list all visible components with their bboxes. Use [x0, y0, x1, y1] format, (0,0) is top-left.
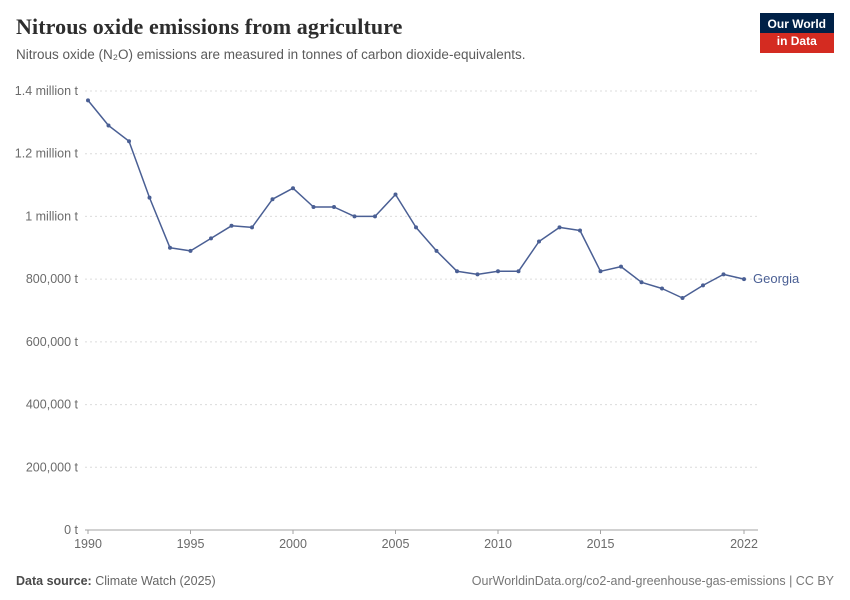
- y-tick-label: 1.4 million t: [15, 84, 79, 98]
- x-tick-label: 2015: [587, 537, 615, 550]
- data-point[interactable]: [373, 214, 377, 219]
- data-point[interactable]: [414, 225, 418, 230]
- owid-logo-line1: Our World: [759, 13, 834, 33]
- data-point[interactable]: [270, 197, 275, 202]
- data-point[interactable]: [168, 245, 172, 250]
- data-point[interactable]: [250, 225, 254, 230]
- y-tick-label: 600,000 t: [26, 335, 79, 349]
- chart-area: 0 t 200,000 t 400,000 t 600,000 t 800,000 t 1…: [0, 70, 850, 551]
- series-label[interactable]: Georgia: [753, 271, 800, 286]
- data-point[interactable]: [742, 277, 746, 282]
- data-point[interactable]: [188, 248, 193, 253]
- data-point[interactable]: [127, 139, 131, 144]
- data-point[interactable]: [291, 186, 295, 191]
- data-point[interactable]: [229, 223, 234, 228]
- owid-logo: Our World in Data: [759, 13, 834, 53]
- data-point[interactable]: [721, 272, 726, 277]
- data-source-value[interactable]: Climate Watch (2025): [95, 574, 216, 588]
- data-point[interactable]: [106, 123, 111, 128]
- data-point[interactable]: [352, 214, 357, 219]
- data-point[interactable]: [311, 205, 316, 209]
- data-point[interactable]: [680, 296, 685, 300]
- x-tick-label: 2000: [279, 537, 307, 550]
- data-point[interactable]: [209, 236, 213, 241]
- x-tick-label: 2005: [382, 537, 410, 550]
- data-source-label: Data source:: [16, 574, 92, 588]
- data-source: Data source: Climate Watch (2025): [16, 574, 216, 588]
- page-title: Nitrous oxide emissions from agriculture: [16, 14, 403, 39]
- x-tick-label: 1990: [74, 537, 102, 550]
- chart-subtitle: Nitrous oxide (N₂O) emissions are measur…: [16, 47, 526, 62]
- data-point[interactable]: [578, 228, 582, 233]
- credit-link[interactable]: OurWorldinData.org/co2-and-greenhouse-ga…: [471, 574, 834, 588]
- data-point[interactable]: [434, 248, 439, 253]
- owid-logo-line2: in Data: [759, 33, 834, 53]
- data-point[interactable]: [332, 205, 336, 209]
- data-point[interactable]: [619, 264, 623, 269]
- y-tick-label: 400,000 t: [26, 398, 79, 412]
- y-tick-label: 0 t: [64, 523, 78, 537]
- data-point[interactable]: [455, 269, 459, 274]
- data-point[interactable]: [598, 269, 603, 274]
- x-tick-label: 1995: [177, 537, 205, 550]
- data-point[interactable]: [393, 192, 398, 197]
- y-tick-label: 1.2 million t: [15, 147, 79, 161]
- y-tick-label: 800,000 t: [26, 272, 79, 286]
- y-tick-label: 1 million t: [25, 209, 78, 223]
- y-tick-label: 200,000 t: [26, 460, 79, 474]
- chart-footer: Data source: Climate Watch (2025) OurWor…: [16, 574, 834, 588]
- x-tick-label: 2022: [730, 537, 758, 550]
- data-point[interactable]: [475, 272, 480, 277]
- data-point[interactable]: [701, 283, 705, 288]
- data-point[interactable]: [557, 225, 562, 230]
- data-point[interactable]: [516, 269, 521, 274]
- data-point[interactable]: [147, 195, 152, 200]
- data-point[interactable]: [660, 286, 664, 291]
- x-tick-label: 2010: [484, 537, 512, 550]
- data-point[interactable]: [537, 239, 541, 244]
- series-line: [87, 99, 745, 299]
- data-point[interactable]: [639, 280, 644, 285]
- data-point[interactable]: [496, 269, 500, 274]
- line-chart[interactable]: 0 t 200,000 t 400,000 t 600,000 t 800,000 t 1…: [0, 70, 850, 551]
- chart-header: Nitrous oxide emissions from agriculture…: [0, 0, 850, 62]
- data-point[interactable]: [86, 98, 90, 103]
